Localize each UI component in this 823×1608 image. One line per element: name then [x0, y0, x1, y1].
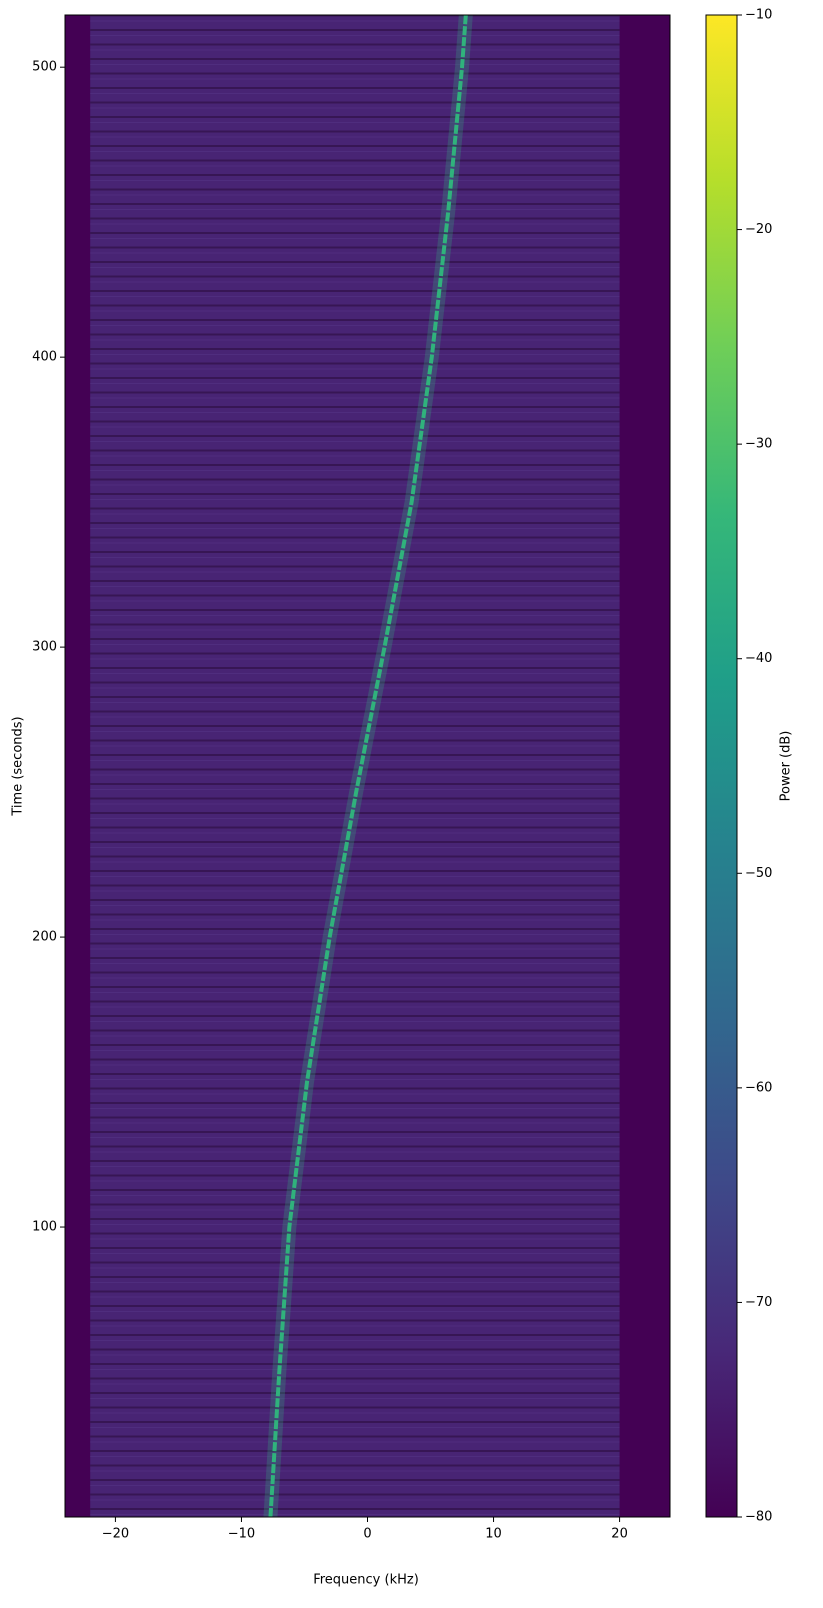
y-tick-label: 100 — [32, 1220, 57, 1235]
colorbar-tick-label: −80 — [745, 1510, 772, 1525]
y-tick-label: 500 — [32, 60, 57, 75]
signal-track — [268, 14, 468, 1518]
x-tick-label: 10 — [485, 1527, 502, 1542]
colorbar-tick-label: −10 — [745, 8, 772, 23]
x-tick-label: −20 — [102, 1527, 129, 1542]
x-axis-label: Frequency (kHz) — [313, 1573, 419, 1588]
plot-area — [65, 14, 670, 1518]
x-tick-label: −10 — [228, 1527, 255, 1542]
noise-stripes — [90, 15, 620, 1517]
colorbar-tick-label: −20 — [745, 222, 772, 237]
colorbar — [705, 14, 738, 1518]
x-tick-label: 20 — [611, 1527, 628, 1542]
y-tick-label: 300 — [32, 640, 57, 655]
x-tick-label: 0 — [363, 1527, 371, 1542]
colorbar-tick-label: −40 — [745, 651, 772, 666]
colorbar-tick-label: −50 — [745, 866, 772, 881]
colorbar-tick-label: −60 — [745, 1080, 772, 1095]
y-tick-label: 400 — [32, 350, 57, 365]
y-axis-label: Time (seconds) — [11, 716, 26, 816]
colorbar-tick-label: −30 — [745, 437, 772, 452]
y-tick-label: 200 — [32, 930, 57, 945]
colorbar-label: Power (dB) — [779, 731, 794, 802]
colorbar-tick-label: −70 — [745, 1295, 772, 1310]
